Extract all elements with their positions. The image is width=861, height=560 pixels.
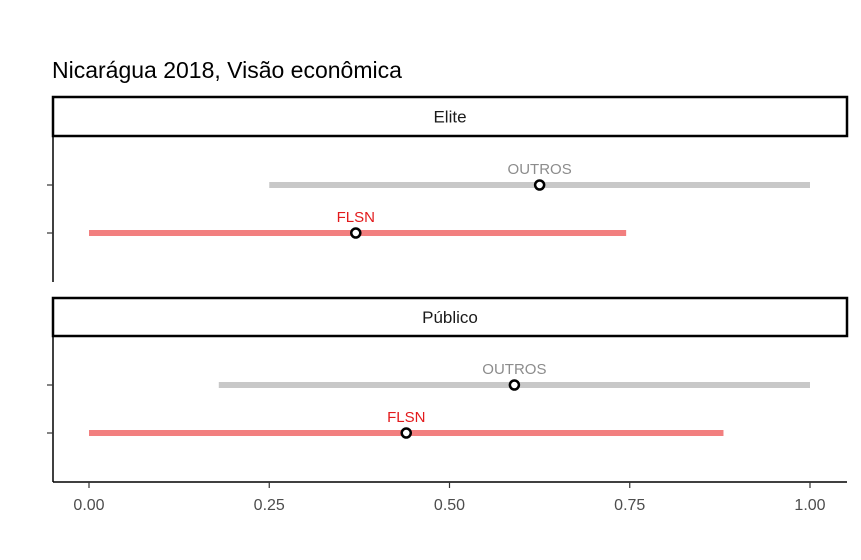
x-tick-label: 0.00 <box>73 497 104 514</box>
x-tick-label: 0.75 <box>614 497 645 514</box>
label-outros: OUTROS <box>508 161 572 178</box>
panel-strip <box>51 95 849 138</box>
x-tick-label: 1.00 <box>794 497 825 514</box>
panel-strip-label: Público <box>422 308 478 327</box>
x-tick-label: 0.25 <box>254 497 285 514</box>
label-outros: OUTROS <box>482 361 546 378</box>
panel-strip-label: Elite <box>433 108 466 127</box>
panel-1: Público OUTROS FLSN <box>47 296 849 482</box>
point-flsn <box>350 227 362 239</box>
label-flsn: FLSN <box>337 209 375 226</box>
label-flsn: FLSN <box>387 409 425 426</box>
point-outros <box>508 379 521 391</box>
chart-panels: Elite OUTROS FLSN Público OUTROS FLSN <box>47 95 849 482</box>
panel-strip <box>51 296 849 338</box>
x-tick-label: 0.50 <box>434 497 465 514</box>
x-axis: 0.00 0.25 0.50 0.75 1.00 <box>53 481 847 514</box>
point-flsn <box>400 427 412 439</box>
chart-title: Nicarágua 2018, Visão econômica <box>52 57 402 83</box>
point-outros <box>533 179 546 191</box>
panel-0: Elite OUTROS FLSN <box>47 95 849 282</box>
